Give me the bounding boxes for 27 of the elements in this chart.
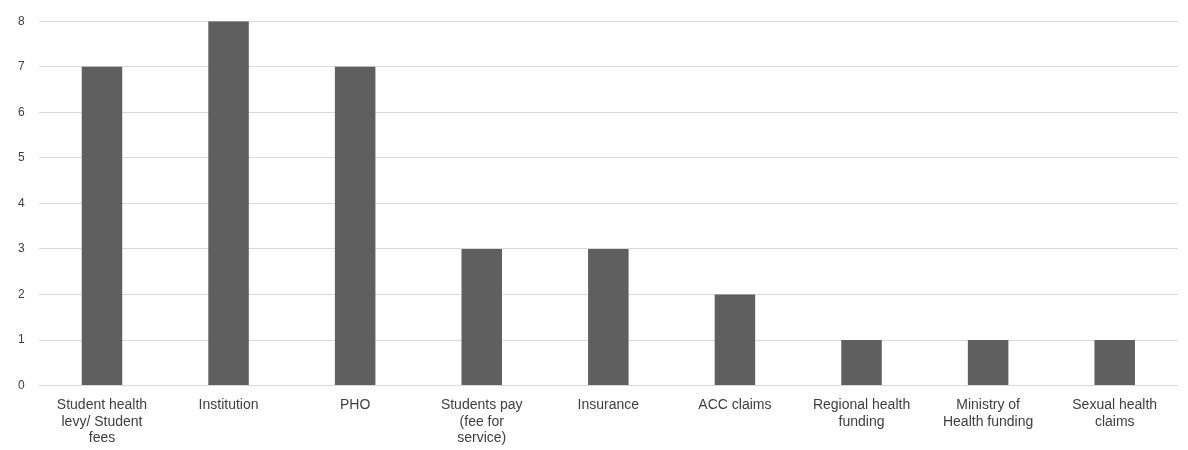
x-tick-label: Student health levy/ Student fees: [56, 395, 148, 446]
x-tick-label: Students pay (fee for service): [440, 395, 523, 446]
y-tick-label: 0: [17, 377, 25, 392]
x-tick-label: Regional health funding: [812, 395, 911, 429]
x-tick-label: Ministry of Health funding: [942, 395, 1034, 429]
y-tick-label: 2: [17, 286, 25, 301]
bar: [208, 21, 249, 386]
bar: [461, 248, 502, 386]
bar: [1094, 340, 1135, 386]
y-tick-label: 8: [17, 13, 25, 28]
x-tick-label: PHO: [339, 395, 371, 412]
x-tick-label: Insurance: [577, 395, 640, 412]
bar: [588, 248, 629, 386]
y-tick-label: 6: [17, 104, 25, 119]
x-tick-label: Institution: [198, 395, 259, 412]
bar: [841, 340, 882, 386]
y-tick-label: 1: [17, 332, 25, 347]
bar: [81, 66, 123, 386]
bar: [334, 66, 376, 386]
y-tick-label: 3: [17, 241, 25, 256]
x-tick-label: ACC claims: [698, 395, 772, 412]
bar: [967, 340, 1009, 386]
y-tick-label: 7: [17, 59, 25, 74]
x-tick-label: Sexual health claims: [1072, 395, 1158, 429]
bar: [714, 294, 756, 386]
y-tick-label: 5: [17, 150, 25, 165]
y-tick-label: 4: [17, 195, 25, 210]
